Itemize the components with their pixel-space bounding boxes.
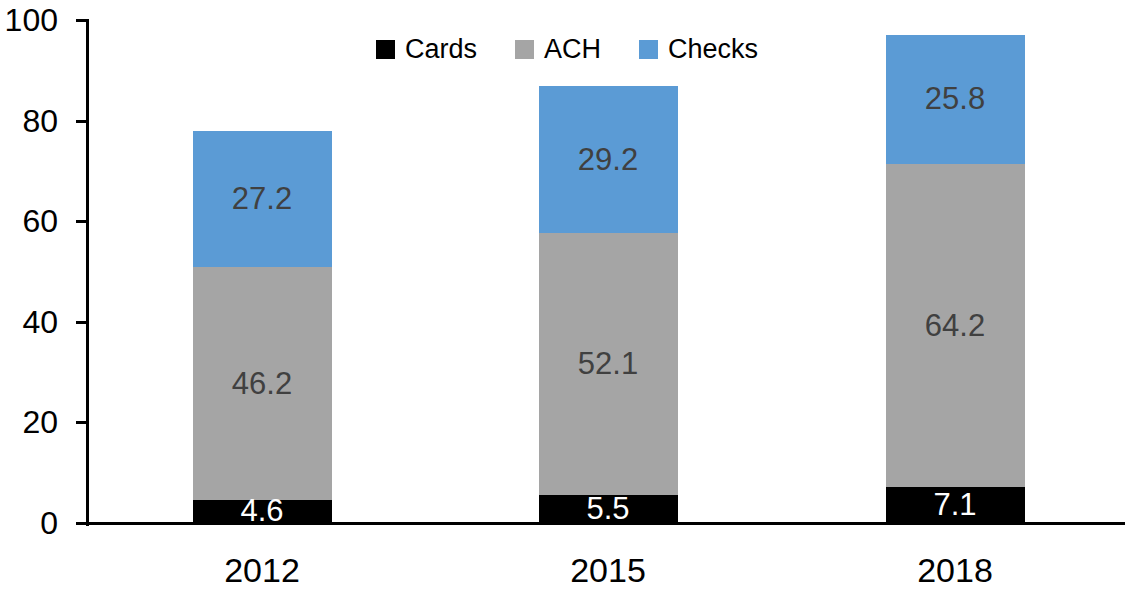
legend-item-cards: Cards xyxy=(376,36,477,63)
y-tick-label: 20 xyxy=(0,406,58,438)
y-axis-line xyxy=(86,19,89,526)
bar-value-label-checks-2015: 29.2 xyxy=(539,142,678,178)
y-tick-label: 80 xyxy=(0,105,58,137)
y-tick-label: 100 xyxy=(0,4,58,36)
y-tick xyxy=(76,421,86,424)
bar-value-label-checks-2012: 27.2 xyxy=(193,181,332,217)
stacked-bar-chart: Cards ACH Checks 0 20 40 60 80 100 4.6 46.2 27.2 20… xyxy=(0,0,1134,599)
legend-label: Cards xyxy=(405,36,477,63)
y-tick-label: 60 xyxy=(0,205,58,237)
legend-item-ach: ACH xyxy=(515,36,601,63)
legend-label: ACH xyxy=(544,36,601,63)
y-tick-label: 40 xyxy=(0,306,58,338)
x-tick-label-2018: 2018 xyxy=(865,553,1045,587)
legend-swatch-cards xyxy=(376,40,395,59)
y-tick xyxy=(76,120,86,123)
legend-swatch-ach xyxy=(515,40,534,59)
bar-value-label-checks-2018: 25.8 xyxy=(886,81,1025,117)
y-tick-label: 0 xyxy=(0,507,58,539)
legend-label: Checks xyxy=(668,36,758,63)
x-tick-label-2015: 2015 xyxy=(518,553,698,587)
bar-value-label-cards-2015: 5.5 xyxy=(539,491,678,527)
x-tick-label-2012: 2012 xyxy=(172,553,352,587)
bar-value-label-cards-2018: 7.1 xyxy=(886,487,1025,523)
legend-swatch-checks xyxy=(639,40,658,59)
bar-value-label-ach-2012: 46.2 xyxy=(193,366,332,402)
y-tick xyxy=(76,220,86,223)
bar-value-label-cards-2012: 4.6 xyxy=(193,493,332,529)
legend-item-checks: Checks xyxy=(639,36,758,63)
y-tick xyxy=(76,321,86,324)
bar-value-label-ach-2015: 52.1 xyxy=(539,346,678,382)
bar-value-label-ach-2018: 64.2 xyxy=(886,308,1025,344)
y-tick xyxy=(76,19,86,22)
